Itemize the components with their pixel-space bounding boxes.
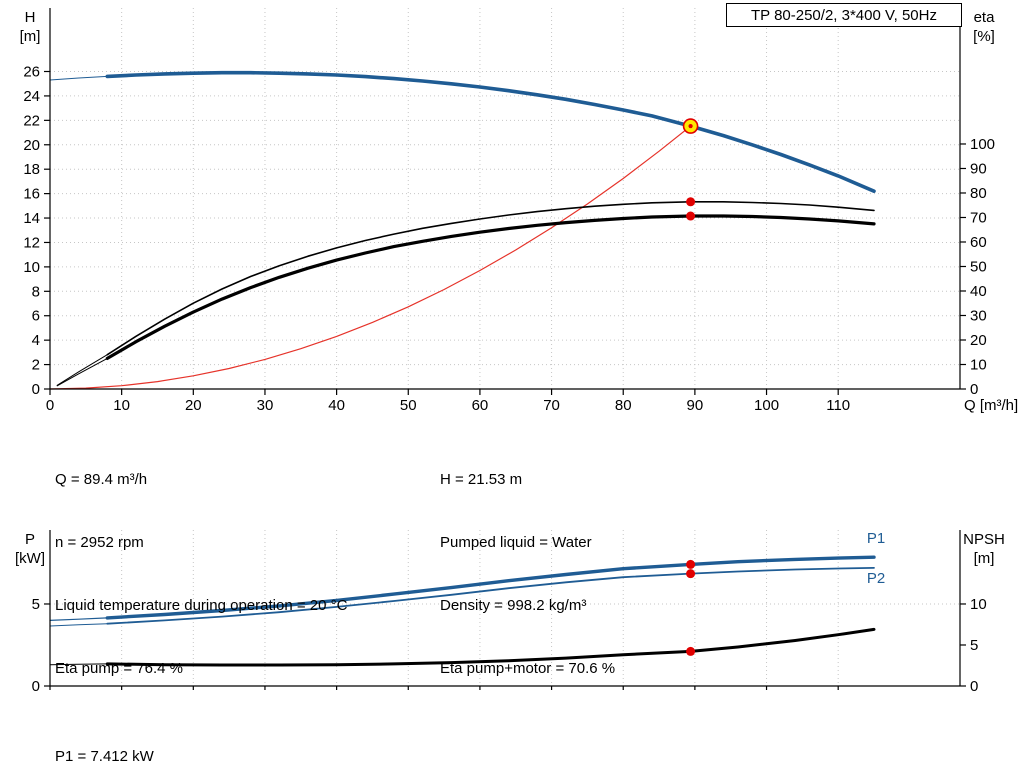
right-axis-title: [m] — [974, 550, 995, 567]
system-curve — [49, 125, 692, 390]
right-tick-label: 10 — [970, 356, 987, 373]
right-tick-label: 90 — [970, 160, 987, 177]
x-tick-label: 110 — [826, 397, 850, 414]
right-tick-label: 0 — [970, 381, 978, 398]
p1-curve — [105, 555, 876, 620]
info-line-liquid-temp: Liquid temperature during operation = 20… — [55, 597, 348, 614]
eta-pump-motor-lead — [56, 357, 108, 387]
operating-point-dot — [686, 646, 696, 656]
left-tick-label: 22 — [23, 112, 40, 129]
series-label: P1 — [867, 530, 885, 547]
eta-pump-curve — [106, 201, 875, 356]
x-tick-label: 40 — [328, 397, 345, 414]
x-axis-title: Q [m³/h] — [964, 397, 1018, 414]
right-tick-label: 0 — [970, 678, 978, 695]
x-tick-label: 20 — [185, 397, 202, 414]
right-axis-title: NPSH — [963, 531, 1005, 548]
left-tick-label: 6 — [32, 308, 40, 325]
duty-point-center — [688, 123, 693, 129]
p1-curve-lead — [49, 617, 108, 621]
p2-curve-lead — [49, 623, 108, 627]
x-tick-label: 90 — [687, 397, 704, 414]
operating-point-dot — [686, 211, 696, 221]
right-tick-label: 70 — [970, 209, 987, 226]
left-tick-label: 8 — [32, 283, 40, 300]
x-tick-label: 0 — [46, 397, 54, 414]
info-line-eta-pump-motor: Eta pump+motor = 70.6 % — [440, 660, 616, 677]
info-line-head: H = 21.53 m — [440, 471, 523, 488]
operating-point-dot — [686, 197, 696, 207]
right-tick-label: 50 — [970, 258, 987, 275]
right-tick-label: 40 — [970, 283, 987, 300]
left-tick-label: 0 — [32, 678, 40, 695]
left-tick-label: 5 — [32, 596, 40, 613]
x-tick-label: 30 — [257, 397, 274, 414]
info-line-flow: Q = 89.4 m³/h — [55, 471, 148, 488]
left-tick-label: 10 — [23, 259, 40, 276]
info-line-p1: P1 = 7.412 kW — [55, 748, 154, 765]
right-tick-label: 60 — [970, 234, 987, 251]
npsh-curve-lead — [49, 663, 108, 666]
head-curve — [105, 70, 876, 193]
operating-point-dot — [686, 569, 696, 579]
left-tick-label: 0 — [32, 381, 40, 398]
left-tick-label: 18 — [23, 161, 40, 178]
info-line-speed: n = 2952 rpm — [55, 534, 144, 551]
x-tick-label: 10 — [113, 397, 130, 414]
npsh-curve — [105, 627, 876, 667]
operating-info-left: Q = 89.4 m³/h n = 2952 rpm Liquid temper… — [55, 427, 347, 721]
right-tick-label: 80 — [970, 185, 987, 202]
left-tick-label: 2 — [32, 357, 40, 374]
series-label: P2 — [867, 570, 885, 587]
left-tick-label: 14 — [23, 210, 40, 227]
left-axis-title: P — [25, 531, 35, 548]
left-tick-label: 12 — [23, 234, 40, 251]
x-tick-label: 70 — [543, 397, 560, 414]
info-line-density: Density = 998.2 kg/m³ — [440, 597, 587, 614]
right-axis-title: [%] — [973, 28, 995, 45]
right-tick-label: 10 — [970, 596, 987, 613]
eta-pump-motor-curve — [105, 214, 876, 360]
left-tick-label: 24 — [23, 88, 40, 105]
eta-pump-lead — [56, 354, 108, 386]
x-tick-label: 80 — [615, 397, 632, 414]
left-tick-label: 20 — [23, 137, 40, 154]
p2-curve — [106, 567, 875, 625]
x-tick-label: 50 — [400, 397, 417, 414]
power-info: P1 = 7.412 kW P2 = 6.85 kW NPSH = 4.22 m — [55, 703, 160, 781]
operating-point-dot — [686, 559, 696, 569]
right-tick-label: 30 — [970, 307, 987, 324]
operating-info-right: H = 21.53 m Pumped liquid = Water Densit… — [440, 427, 615, 721]
x-tick-label: 100 — [754, 397, 779, 414]
info-line-pumped-liquid: Pumped liquid = Water — [440, 534, 592, 551]
left-axis-title: [m] — [20, 28, 41, 45]
right-tick-label: 20 — [970, 332, 987, 349]
power-npsh-chart: 0 5 0 5 10 P [kW] NPSH [m] P1 P2 — [15, 530, 1005, 695]
left-tick-label: 16 — [23, 186, 40, 203]
left-tick-label: 4 — [32, 332, 40, 349]
right-tick-label: 5 — [970, 637, 978, 654]
pump-title-box: TP 80-250/2, 3*400 V, 50Hz — [726, 3, 962, 27]
x-tick-label: 60 — [472, 397, 489, 414]
left-axis-title: [kW] — [15, 550, 45, 567]
right-tick-label: 100 — [970, 136, 995, 153]
left-tick-label: 26 — [23, 64, 40, 81]
right-axis-title: eta — [974, 9, 996, 26]
head-curve-lead — [49, 75, 108, 81]
left-axis-title: H — [25, 9, 36, 26]
head-eta-chart: 0 10 20 30 40 50 60 70 80 90 100 110024681012141618… — [20, 8, 1018, 414]
info-line-eta-pump: Eta pump = 76.4 % — [55, 660, 183, 677]
